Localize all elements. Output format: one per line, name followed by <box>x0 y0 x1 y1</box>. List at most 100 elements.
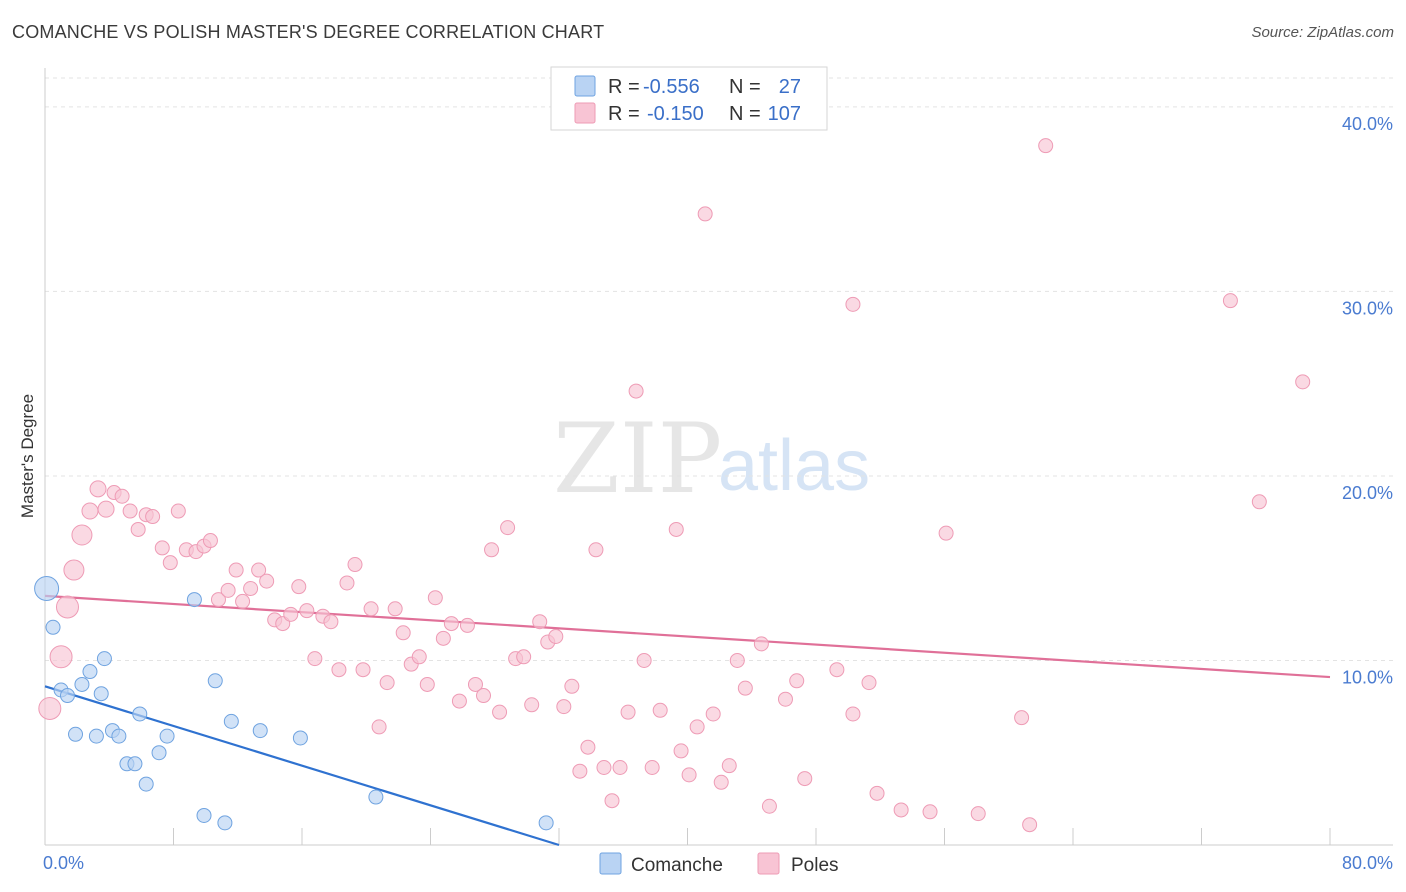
point-comanche <box>186 592 202 608</box>
point-poles <box>291 579 307 595</box>
stats-row-comanche: R = -0.556 N = 27 <box>574 75 801 98</box>
watermark-zip: ZIP <box>553 403 722 515</box>
data-points <box>34 138 1311 833</box>
point-poles <box>580 739 596 755</box>
point-poles <box>893 802 909 818</box>
trend-lines <box>44 594 1331 847</box>
comanche-n-value: 27 <box>779 76 801 98</box>
point-poles <box>1022 817 1038 833</box>
point-poles <box>427 590 443 606</box>
point-poles <box>38 696 62 720</box>
point-poles <box>89 480 107 498</box>
point-poles <box>845 706 861 722</box>
point-comanche <box>159 728 175 744</box>
point-poles <box>363 601 379 617</box>
series-legend: Comanche Poles <box>599 852 839 876</box>
point-poles <box>467 676 483 692</box>
y-tick-labels: 10.0% 20.0% 30.0% 40.0% <box>1342 114 1393 688</box>
point-comanche <box>368 789 384 805</box>
point-poles <box>1014 710 1030 726</box>
point-poles <box>620 704 636 720</box>
point-poles <box>829 662 845 678</box>
point-poles <box>789 673 805 689</box>
point-poles <box>777 691 793 707</box>
point-poles <box>49 645 73 669</box>
stats-row-poles: R = -0.150 N = 107 <box>574 102 801 125</box>
trend-line-comanche <box>44 685 560 847</box>
point-poles <box>63 559 85 581</box>
point-comanche <box>74 676 90 692</box>
point-poles <box>210 592 226 608</box>
point-poles <box>371 719 387 735</box>
point-poles <box>202 533 218 549</box>
point-poles <box>443 616 459 632</box>
point-poles <box>307 651 323 667</box>
point-poles <box>628 383 644 399</box>
point-poles <box>299 603 315 619</box>
point-poles <box>339 575 355 591</box>
point-poles <box>572 763 588 779</box>
point-poles <box>564 678 580 694</box>
point-poles <box>122 503 138 519</box>
y-tick-label: 20.0% <box>1342 483 1393 503</box>
point-poles <box>500 520 516 536</box>
point-poles <box>861 675 877 691</box>
point-comanche <box>217 815 233 831</box>
point-poles <box>395 625 411 641</box>
stats-legend: R = -0.556 N = 27 R = -0.150 N = 107 <box>550 66 828 131</box>
point-poles <box>1038 138 1054 154</box>
legend-item-poles[interactable]: Poles <box>757 852 839 876</box>
legend-swatch-comanche <box>599 852 622 875</box>
point-comanche <box>127 756 143 772</box>
point-poles <box>379 675 395 691</box>
point-poles <box>556 699 572 715</box>
y-tick-label: 40.0% <box>1342 114 1393 134</box>
y-axis-title: Master's Degree <box>18 394 37 518</box>
point-poles <box>243 581 259 597</box>
point-poles <box>162 555 178 571</box>
point-comanche <box>538 815 554 831</box>
point-comanche <box>223 713 239 729</box>
point-poles <box>55 595 79 619</box>
point-poles <box>970 806 986 822</box>
watermark-atlas: atlas <box>718 426 870 506</box>
point-poles <box>938 525 954 541</box>
point-comanche <box>93 686 109 702</box>
point-poles <box>235 593 251 609</box>
point-comanche <box>82 664 98 680</box>
point-poles <box>524 697 540 713</box>
point-poles <box>355 662 371 678</box>
point-poles <box>81 502 99 520</box>
point-poles <box>737 680 753 696</box>
comanche-r-label: R = <box>608 76 640 98</box>
trend-line-poles <box>44 594 1331 679</box>
point-poles <box>451 693 467 709</box>
legend-item-comanche[interactable]: Comanche <box>599 852 723 876</box>
point-poles <box>588 542 604 558</box>
point-poles <box>323 614 339 630</box>
point-poles <box>604 793 620 809</box>
point-poles <box>492 704 508 720</box>
comanche-swatch <box>574 75 596 97</box>
x-tick-label-min: 0.0% <box>43 853 84 873</box>
point-comanche <box>34 576 60 602</box>
point-poles <box>548 628 564 644</box>
point-poles <box>705 706 721 722</box>
point-poles <box>220 582 236 598</box>
point-poles <box>331 662 347 678</box>
point-poles <box>713 774 729 790</box>
point-comanche <box>68 726 84 742</box>
point-comanche <box>111 728 127 744</box>
point-poles <box>114 488 130 504</box>
poles-n-value: 107 <box>768 103 801 125</box>
comanche-n-label: N = <box>729 76 761 98</box>
poles-r-value: -0.150 <box>647 103 704 125</box>
point-poles <box>761 798 777 814</box>
point-comanche <box>59 688 75 704</box>
poles-r-label: R = <box>608 103 640 125</box>
comanche-r-value: -0.556 <box>643 76 700 98</box>
point-poles <box>484 542 500 558</box>
gridlines <box>45 77 1393 661</box>
point-comanche <box>292 730 308 746</box>
